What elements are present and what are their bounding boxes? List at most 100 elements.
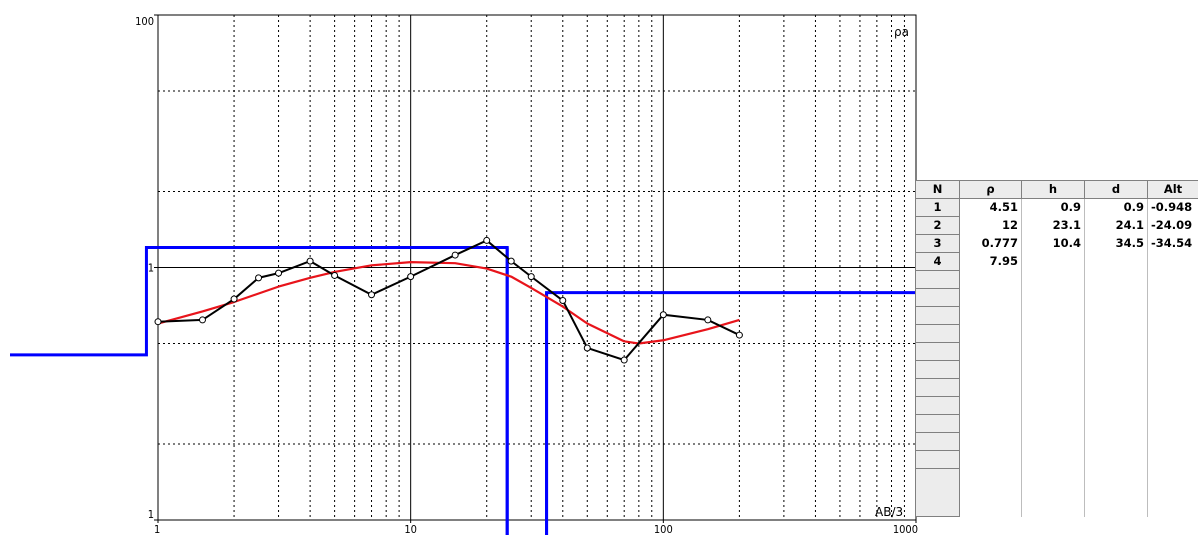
empty-cell[interactable] — [1084, 450, 1148, 469]
table-row-empty[interactable] — [915, 396, 1198, 415]
table-row-empty[interactable] — [915, 450, 1198, 469]
cell-alt[interactable]: -24.09 — [1147, 216, 1198, 235]
empty-cell[interactable] — [1147, 432, 1198, 451]
header-n[interactable]: N — [915, 180, 960, 199]
empty-cell[interactable] — [959, 324, 1022, 343]
empty-cell[interactable] — [1084, 342, 1148, 361]
cell-n[interactable]: 4 — [915, 252, 960, 271]
cell-h[interactable] — [1021, 252, 1085, 271]
empty-cell[interactable] — [915, 432, 960, 451]
cell-d[interactable]: 34.5 — [1084, 234, 1148, 253]
empty-cell[interactable] — [1021, 342, 1085, 361]
empty-cell[interactable] — [1147, 306, 1198, 325]
empty-cell[interactable] — [959, 396, 1022, 415]
cell-rho[interactable]: 0.777 — [959, 234, 1022, 253]
empty-cell[interactable] — [915, 414, 960, 433]
empty-cell[interactable] — [1084, 468, 1148, 517]
table-row-empty[interactable] — [915, 306, 1198, 325]
empty-cell[interactable] — [959, 288, 1022, 307]
empty-cell[interactable] — [1084, 414, 1148, 433]
empty-cell[interactable] — [915, 270, 960, 289]
table-row-empty[interactable] — [915, 432, 1198, 451]
empty-cell[interactable] — [1084, 432, 1148, 451]
empty-cell[interactable] — [1147, 414, 1198, 433]
empty-cell[interactable] — [1084, 288, 1148, 307]
empty-cell[interactable] — [1021, 378, 1085, 397]
empty-cell[interactable] — [959, 342, 1022, 361]
empty-cell[interactable] — [1021, 414, 1085, 433]
empty-cell[interactable] — [915, 360, 960, 379]
empty-cell[interactable] — [959, 270, 1022, 289]
cell-h[interactable]: 23.1 — [1021, 216, 1085, 235]
table-row[interactable]: 2 12 23.1 24.1 -24.09 — [915, 216, 1198, 235]
cell-d[interactable]: 24.1 — [1084, 216, 1148, 235]
cell-alt[interactable] — [1147, 252, 1198, 271]
empty-cell[interactable] — [1021, 306, 1085, 325]
cell-rho[interactable]: 12 — [959, 216, 1022, 235]
cell-h[interactable]: 10.4 — [1021, 234, 1085, 253]
empty-cell[interactable] — [959, 450, 1022, 469]
empty-cell[interactable] — [1021, 324, 1085, 343]
empty-cell[interactable] — [1147, 378, 1198, 397]
cell-rho[interactable]: 4.51 — [959, 198, 1022, 217]
table-row-empty[interactable] — [915, 360, 1198, 379]
empty-cell[interactable] — [959, 378, 1022, 397]
empty-cell[interactable] — [1147, 324, 1198, 343]
empty-cell[interactable] — [1147, 468, 1198, 517]
empty-cell[interactable] — [915, 468, 960, 517]
empty-cell[interactable] — [1021, 360, 1085, 379]
table-row[interactable]: 1 4.51 0.9 0.9 -0.948 — [915, 198, 1198, 217]
empty-cell[interactable] — [1147, 396, 1198, 415]
empty-cell[interactable] — [1084, 324, 1148, 343]
cell-n[interactable]: 1 — [915, 198, 960, 217]
cell-alt[interactable]: -0.948 — [1147, 198, 1198, 217]
cell-h[interactable]: 0.9 — [1021, 198, 1085, 217]
empty-cell[interactable] — [915, 306, 960, 325]
empty-cell[interactable] — [1147, 450, 1198, 469]
header-h[interactable]: h — [1021, 180, 1085, 199]
table-row-empty[interactable] — [915, 324, 1198, 343]
empty-cell[interactable] — [1147, 270, 1198, 289]
cell-n[interactable]: 3 — [915, 234, 960, 253]
table-row[interactable]: 3 0.777 10.4 34.5 -34.54 — [915, 234, 1198, 253]
empty-cell[interactable] — [959, 306, 1022, 325]
empty-cell[interactable] — [959, 432, 1022, 451]
empty-cell[interactable] — [1147, 342, 1198, 361]
table-row-empty[interactable] — [915, 378, 1198, 397]
empty-cell[interactable] — [959, 468, 1022, 517]
empty-cell[interactable] — [915, 396, 960, 415]
table-row[interactable]: 4 7.95 — [915, 252, 1198, 271]
empty-cell[interactable] — [1084, 396, 1148, 415]
cell-alt[interactable]: -34.54 — [1147, 234, 1198, 253]
empty-cell[interactable] — [1147, 360, 1198, 379]
cell-n[interactable]: 2 — [915, 216, 960, 235]
cell-d[interactable] — [1084, 252, 1148, 271]
table-row-empty[interactable] — [915, 342, 1198, 361]
cell-d[interactable]: 0.9 — [1084, 198, 1148, 217]
header-rho[interactable]: ρ — [959, 180, 1022, 199]
empty-cell[interactable] — [1147, 288, 1198, 307]
table-row-empty[interactable] — [915, 468, 1198, 517]
empty-cell[interactable] — [1021, 468, 1085, 517]
empty-cell[interactable] — [1021, 432, 1085, 451]
empty-cell[interactable] — [915, 324, 960, 343]
empty-cell[interactable] — [915, 450, 960, 469]
empty-cell[interactable] — [1021, 450, 1085, 469]
empty-cell[interactable] — [915, 342, 960, 361]
cell-rho[interactable]: 7.95 — [959, 252, 1022, 271]
empty-cell[interactable] — [1084, 306, 1148, 325]
header-alt[interactable]: Alt — [1147, 180, 1198, 199]
empty-cell[interactable] — [959, 360, 1022, 379]
empty-cell[interactable] — [1084, 378, 1148, 397]
table-row-empty[interactable] — [915, 270, 1198, 289]
table-row-empty[interactable] — [915, 414, 1198, 433]
empty-cell[interactable] — [1084, 270, 1148, 289]
table-row-empty[interactable] — [915, 288, 1198, 307]
empty-cell[interactable] — [915, 378, 960, 397]
empty-cell[interactable] — [915, 288, 960, 307]
empty-cell[interactable] — [1021, 270, 1085, 289]
empty-cell[interactable] — [1084, 360, 1148, 379]
header-d[interactable]: d — [1084, 180, 1148, 199]
empty-cell[interactable] — [959, 414, 1022, 433]
empty-cell[interactable] — [1021, 288, 1085, 307]
